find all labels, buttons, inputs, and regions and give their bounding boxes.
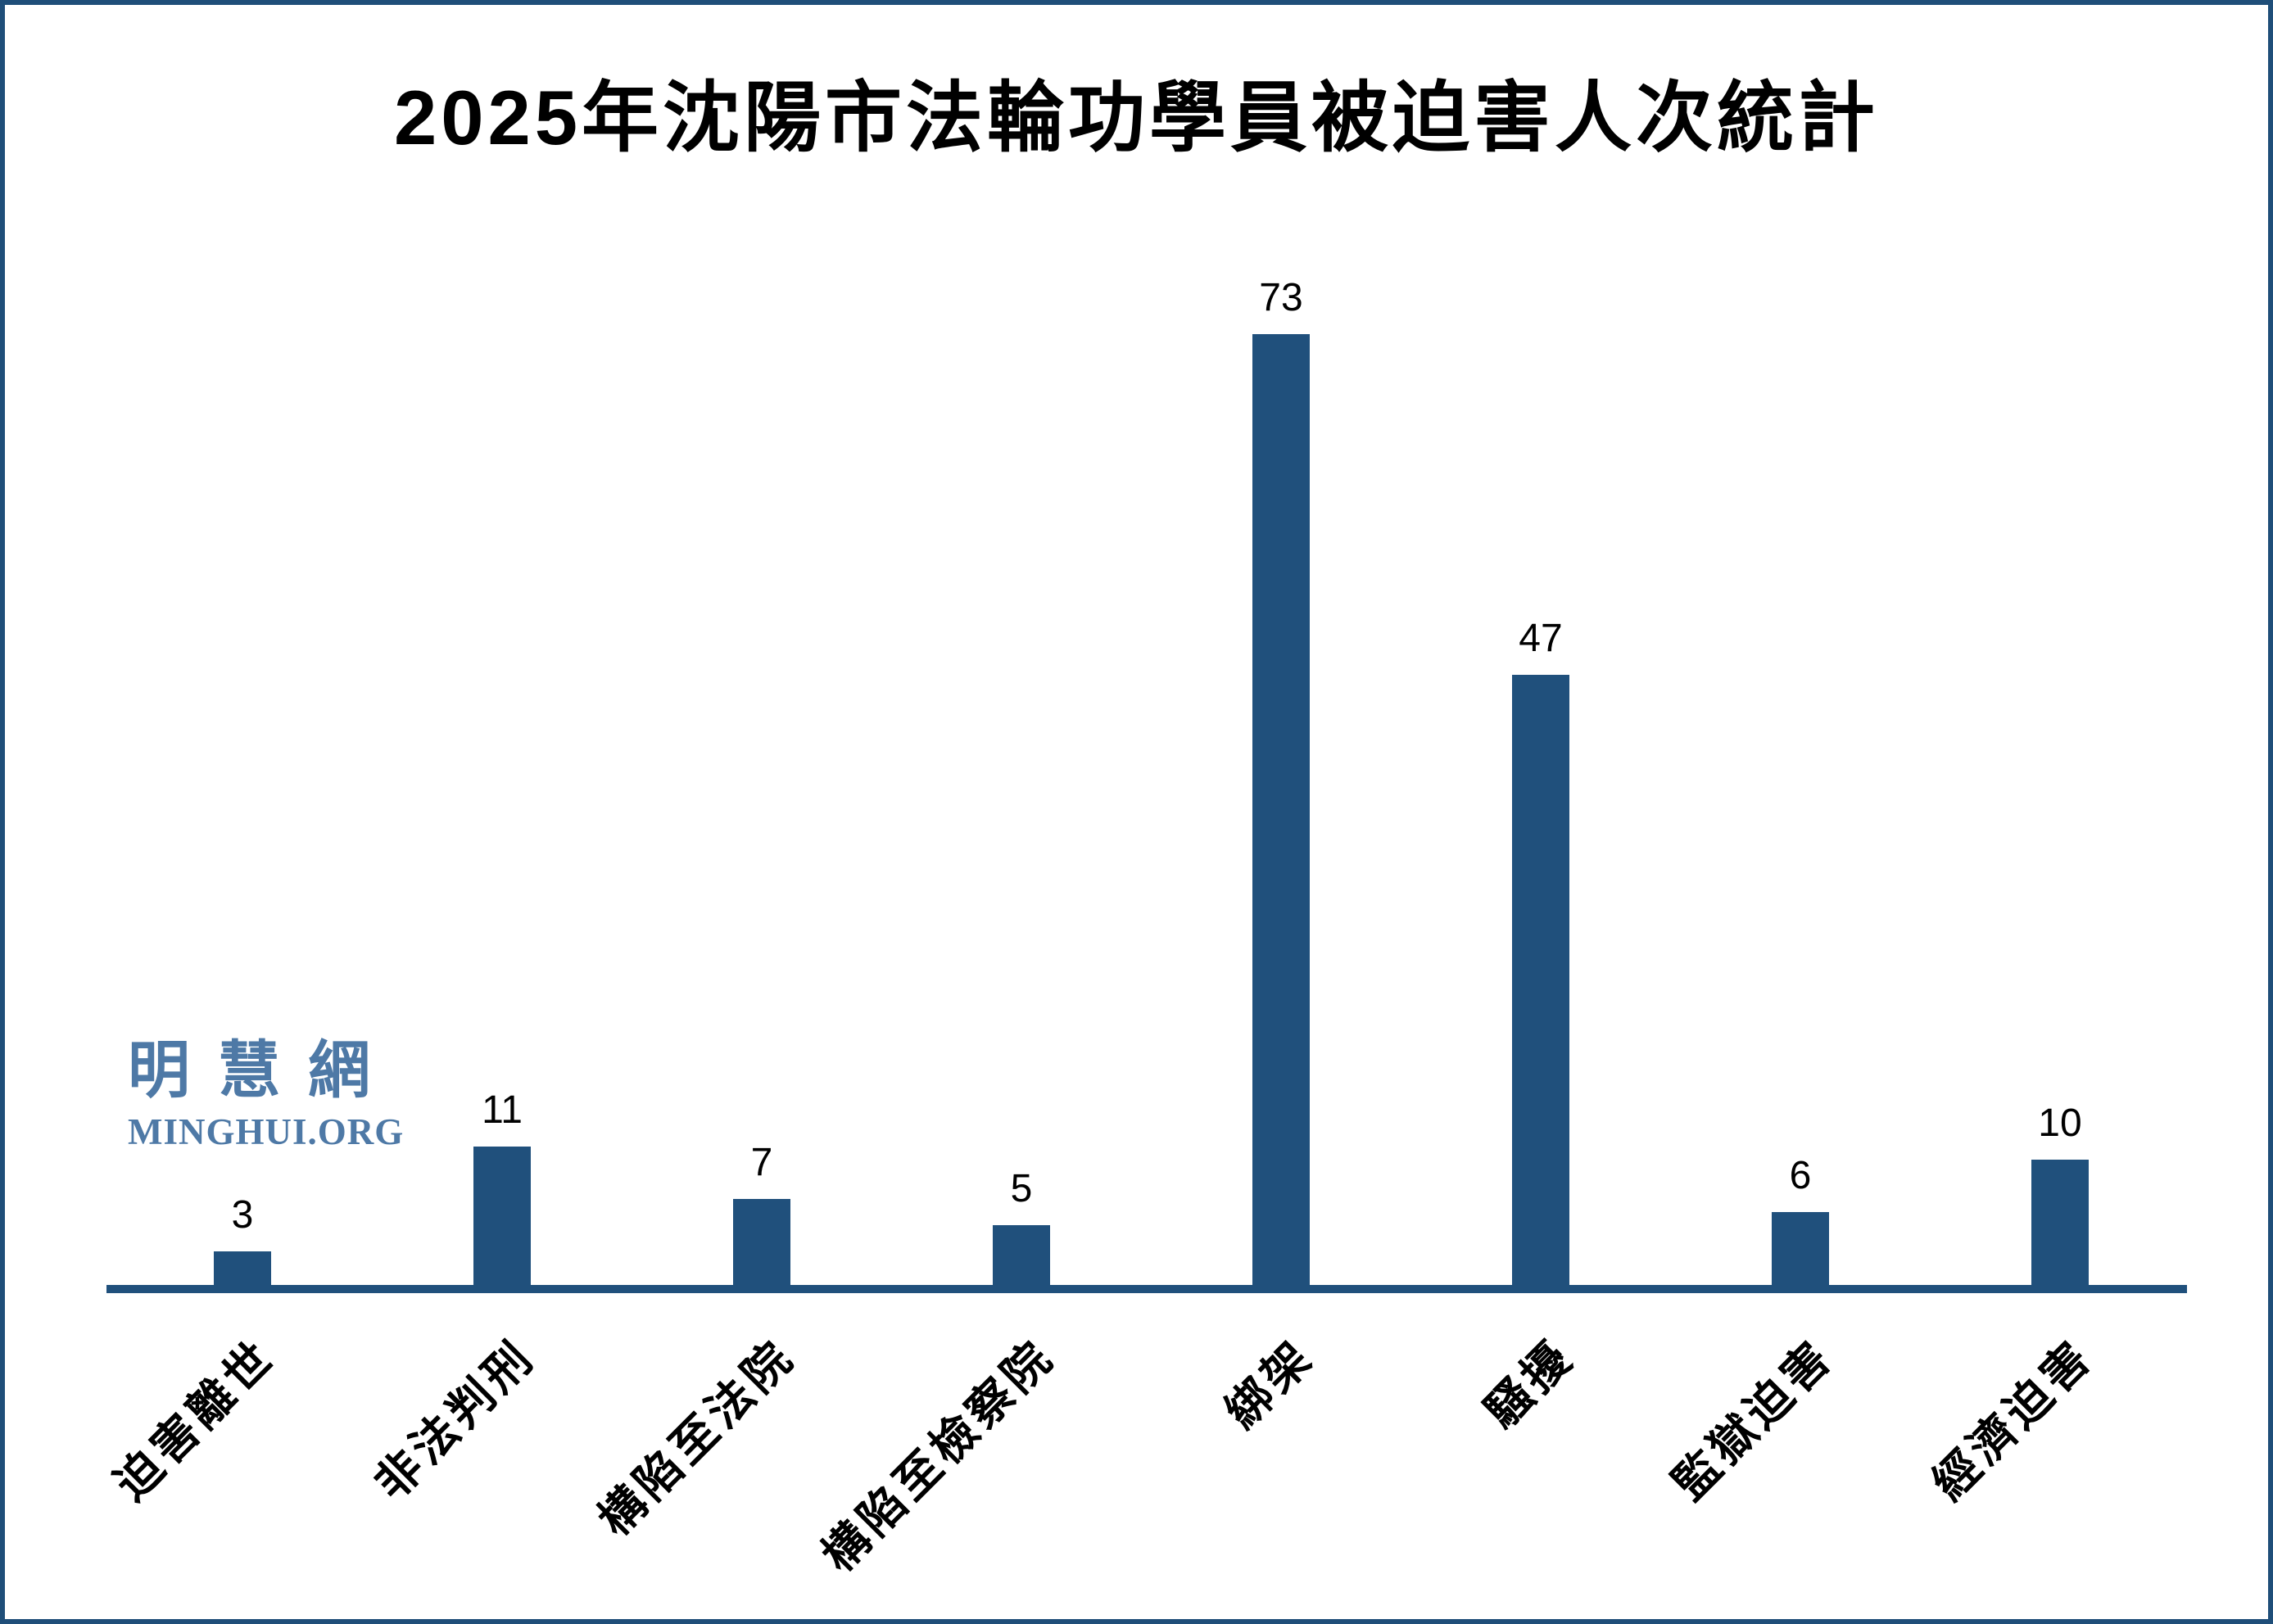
x-axis-line [106, 1285, 2187, 1293]
bar-value-label: 47 [1519, 617, 1563, 660]
category-label: 迫害離世 [104, 1329, 285, 1510]
watermark-cjk-text: 明慧網 [128, 1036, 398, 1106]
bar-value-label: 6 [1789, 1154, 1812, 1197]
bar [993, 1225, 1050, 1291]
bar-value-label: 5 [1010, 1167, 1033, 1210]
bar-value-label: 7 [750, 1141, 773, 1184]
bar [473, 1147, 531, 1291]
minghui-watermark: 明慧網 MINGHUI.ORG [128, 1036, 405, 1152]
bar [2031, 1160, 2089, 1291]
chart-title: 2025年沈陽市法輪功學員被迫害人次統計 [393, 75, 1880, 161]
watermark-url-text: MINGHUI.ORG [128, 1111, 405, 1152]
bar [733, 1199, 790, 1291]
bar [214, 1251, 271, 1291]
bar [1252, 334, 1310, 1291]
bar-value-label: 11 [482, 1088, 523, 1132]
bar-value-label: 3 [231, 1193, 254, 1237]
bar-value-label: 10 [2038, 1102, 2082, 1145]
bar [1772, 1212, 1829, 1291]
bar-value-label: 73 [1259, 276, 1303, 319]
bar [1512, 675, 1569, 1291]
